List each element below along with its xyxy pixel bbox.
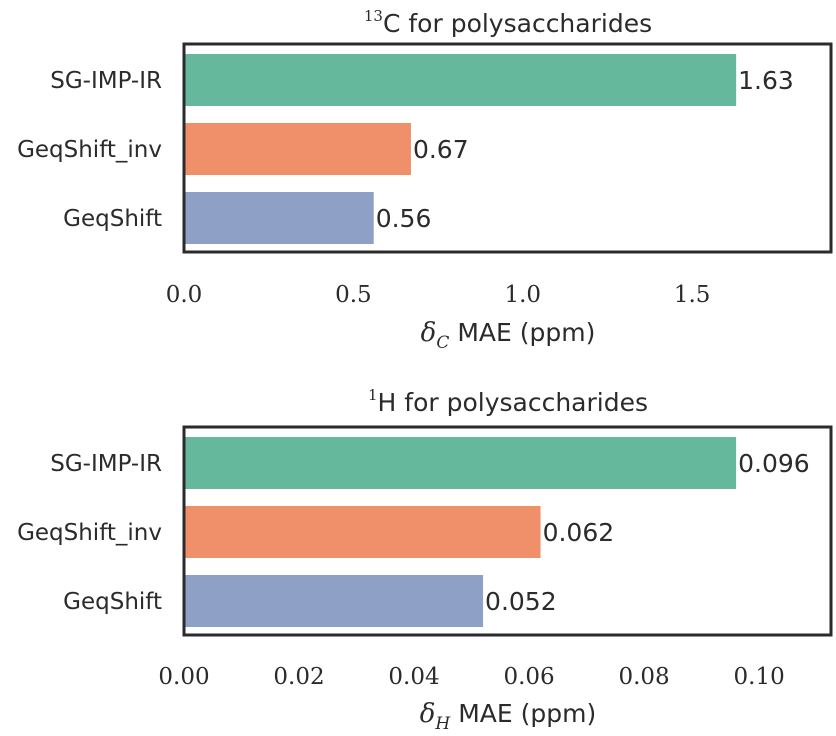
x-tick-label: 0.06: [503, 664, 554, 690]
x-tick-label: 0.02: [273, 664, 324, 690]
bar: [185, 192, 374, 244]
bar: [185, 123, 411, 175]
x-tick-label: 0.08: [618, 664, 669, 690]
category-label: GeqShift_inv: [17, 137, 162, 163]
data-label: 1.63: [738, 66, 794, 95]
x-tick-label: 1.5: [674, 282, 711, 308]
bars-group: SG-IMP-IR 1.63 GeqShift_inv 0.67 GeqShift 0.5…: [17, 54, 794, 244]
bar: [185, 575, 484, 627]
data-label: 0.67: [413, 135, 469, 164]
x-tick-label: 0.10: [734, 664, 785, 690]
category-label: GeqShift: [63, 206, 162, 232]
category-label: SG-IMP-IR: [50, 451, 162, 477]
bar: [185, 437, 737, 489]
bar: [185, 54, 737, 106]
x-tick-label: 0.00: [158, 664, 209, 690]
category-label: SG-IMP-IR: [50, 68, 162, 94]
data-label: 0.56: [376, 204, 432, 233]
x-tick-label: 0.0: [166, 282, 203, 308]
plot-frame: [182, 42, 833, 254]
bars-group: SG-IMP-IR 0.096 GeqShift_inv 0.062 GeqShift 0…: [17, 437, 810, 627]
x-axis-ticks: 0.00 0.02 0.04 0.06 0.08 0.10: [158, 664, 784, 690]
x-axis-ticks: 0.0 0.5 1.0 1.5: [166, 282, 711, 308]
category-label: GeqShift: [63, 589, 162, 615]
bar: [185, 506, 541, 558]
chart-panel-carbon: 13C for polysaccharides SG-IMP-IR 1.63 Geq…: [17, 7, 833, 353]
data-label: 0.062: [543, 518, 615, 547]
x-tick-label: 1.0: [504, 282, 541, 308]
plot-frame: [182, 425, 833, 637]
category-label: GeqShift_inv: [17, 520, 162, 546]
chart-panel-hydrogen: 1H for polysaccharides SG-IMP-IR 0.096 Geq…: [17, 386, 833, 734]
x-axis-label: δH MAE (ppm): [420, 699, 597, 734]
chart-title: 13C for polysaccharides: [364, 7, 652, 38]
chart-title: 1H for polysaccharides: [368, 386, 648, 417]
data-label: 0.052: [485, 587, 557, 616]
x-tick-label: 0.5: [335, 282, 372, 308]
x-axis-label: δC MAE (ppm): [421, 318, 596, 353]
data-label: 0.096: [738, 449, 810, 478]
x-tick-label: 0.04: [388, 664, 439, 690]
